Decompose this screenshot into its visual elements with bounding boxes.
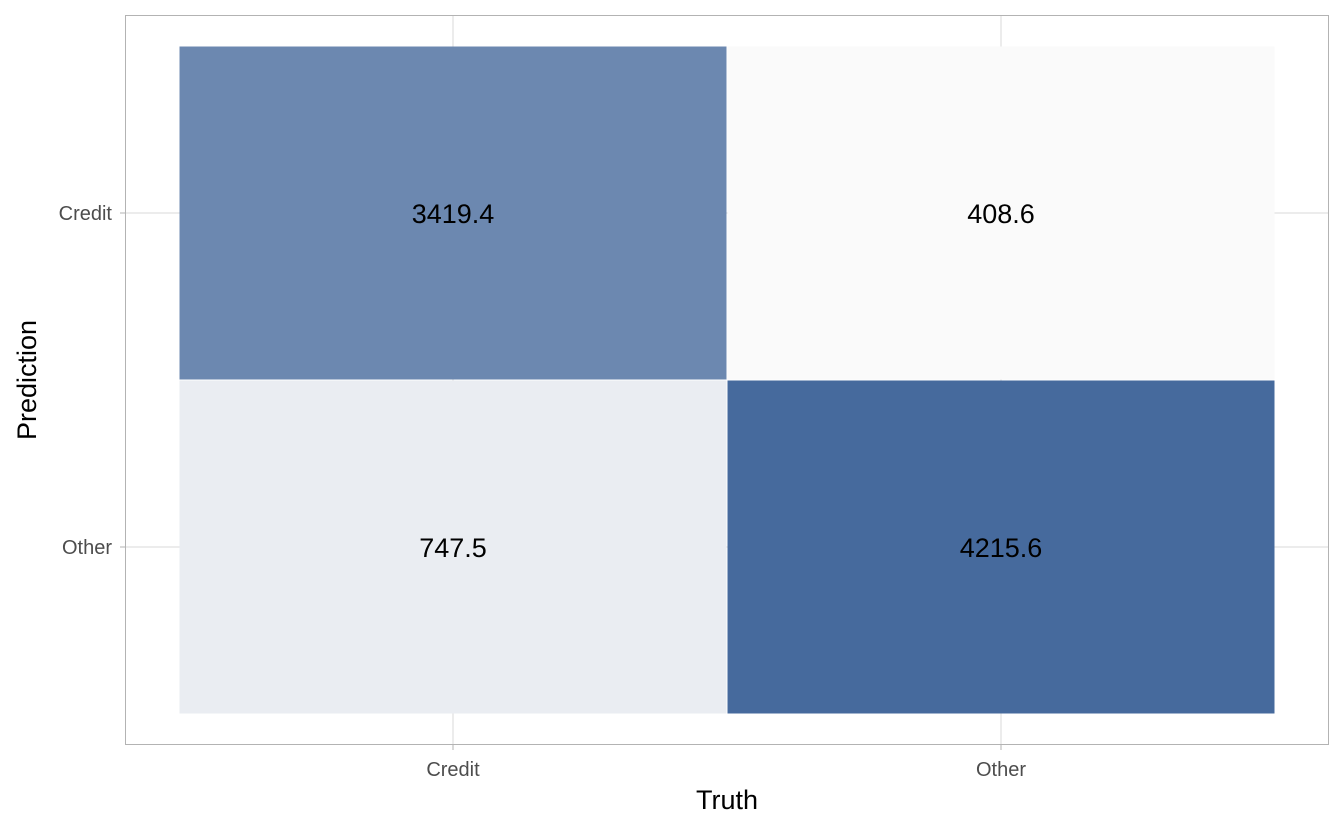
x-axis-title: Truth: [696, 785, 758, 815]
x-tick-label-credit: Credit: [426, 759, 480, 781]
cell-value-labels: 3419.4 408.6 747.5 4215.6: [412, 199, 1043, 563]
cell-other-other: [727, 380, 1275, 714]
panel-border: [125, 15, 1329, 745]
cell-other-credit-label: 747.5: [419, 533, 487, 563]
y-axis-title: Prediction: [12, 320, 42, 440]
cell-other-credit: [179, 380, 727, 714]
cell-credit-credit-label: 3419.4: [412, 199, 495, 229]
y-axis-ticks: Credit Other: [59, 203, 126, 559]
y-tick-label-credit: Credit: [59, 203, 113, 225]
cell-credit-other: [727, 46, 1275, 380]
heatmap-cells: [179, 46, 1275, 714]
cell-credit-other-label: 408.6: [967, 199, 1035, 229]
x-axis-ticks: Credit Other: [426, 744, 1026, 781]
cell-other-other-label: 4215.6: [960, 533, 1043, 563]
cell-credit-credit: [179, 46, 727, 380]
x-tick-label-other: Other: [976, 759, 1026, 781]
y-tick-label-other: Other: [62, 537, 112, 559]
